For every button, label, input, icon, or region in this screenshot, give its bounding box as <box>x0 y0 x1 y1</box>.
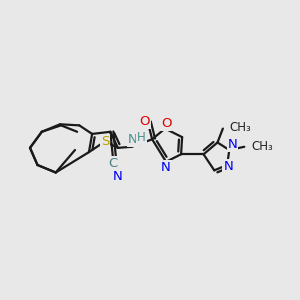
Text: N: N <box>223 160 233 172</box>
Text: CH₃: CH₃ <box>229 121 251 134</box>
Text: CH₃: CH₃ <box>252 140 274 153</box>
Text: N: N <box>128 133 138 146</box>
Text: S: S <box>101 135 109 148</box>
Text: N: N <box>113 170 123 183</box>
Text: O: O <box>161 117 171 130</box>
Text: N: N <box>161 160 171 174</box>
Text: O: O <box>140 115 150 128</box>
Text: C: C <box>108 158 117 170</box>
Text: N: N <box>228 138 237 151</box>
Text: H: H <box>137 130 146 144</box>
